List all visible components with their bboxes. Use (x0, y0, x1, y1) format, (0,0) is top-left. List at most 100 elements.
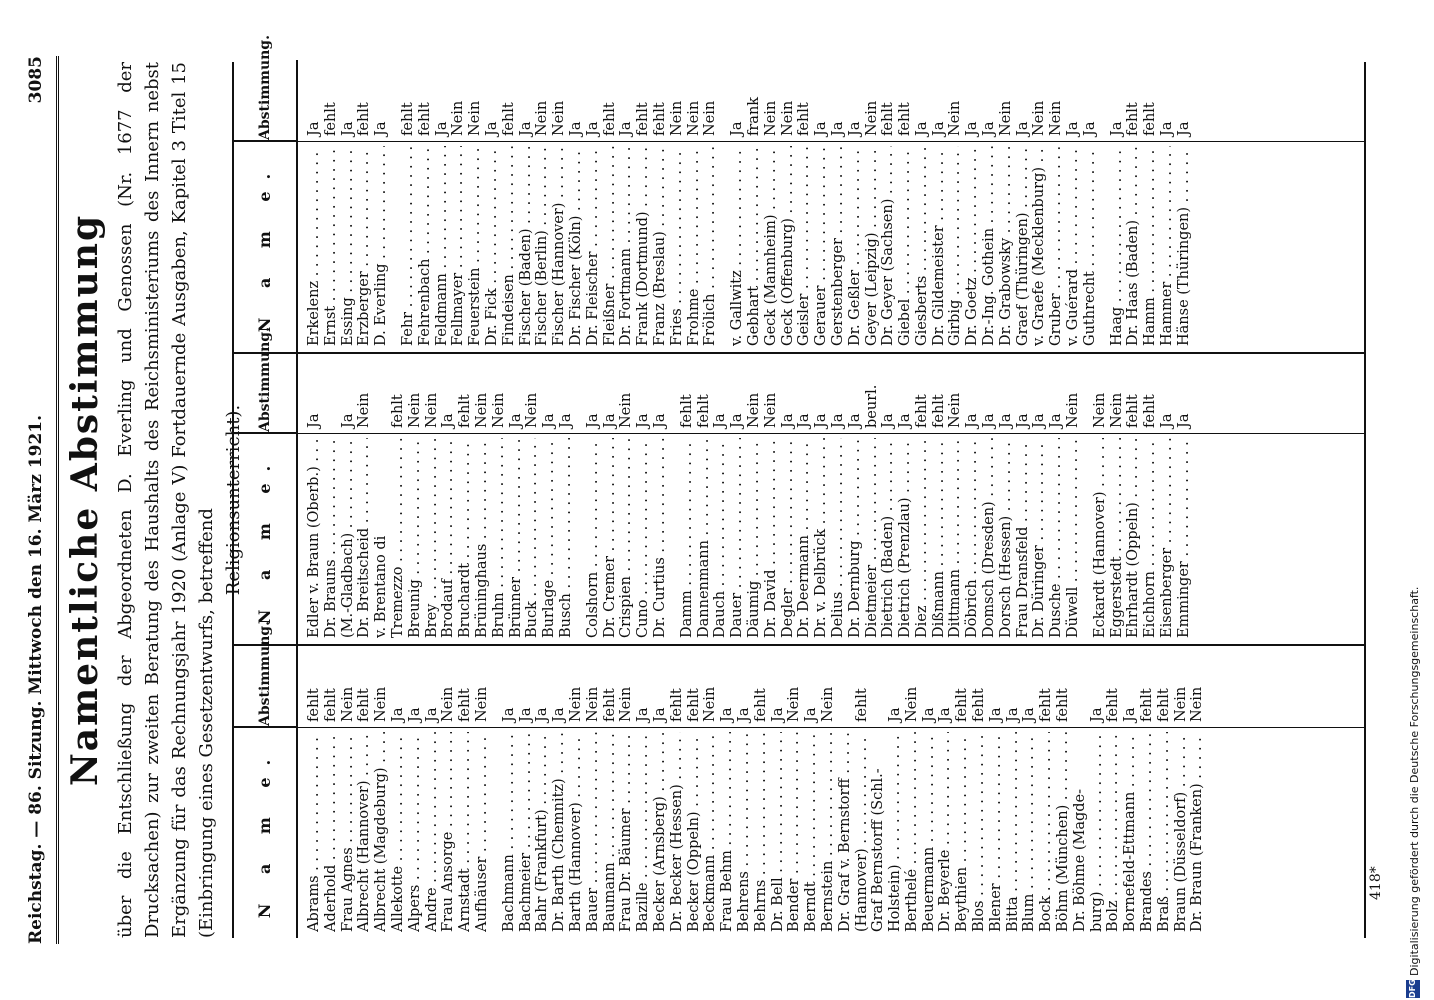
table-row: Bock fehlt (1038, 646, 1055, 938)
vote-value: Nein (551, 100, 568, 136)
column-header: N a m e. Abstimmung. (234, 35, 298, 352)
member-name: Emminger (1176, 438, 1193, 638)
member-name: Holstein) (887, 732, 904, 933)
table-row: Brey Nein (424, 352, 441, 644)
member-name: Dorsch (Hessen) (998, 438, 1015, 638)
member-name: Dittmann (947, 438, 964, 638)
vote-value: Ja (1065, 121, 1082, 136)
member-name: Burlage (541, 438, 558, 638)
table-row: v. Guérard Ja (1065, 60, 1082, 352)
member-name: Becker (Oppeln) (686, 732, 703, 932)
vote-value: fehlt (897, 102, 914, 136)
table-row: Girbig Nein (947, 60, 964, 352)
table-row: Frau Behm Ja (719, 646, 736, 938)
table-row: Holstein) Ja (887, 646, 904, 938)
member-name: Bruchardt (457, 438, 474, 638)
row-spacer (1099, 60, 1109, 352)
table-row: Crispien Nein (618, 352, 635, 644)
member-name: Dietmeier (864, 438, 881, 638)
table-row: Dr. David Nein (763, 352, 780, 644)
table-row: Eisenberger Ja (1159, 352, 1176, 644)
member-name: Fleißner (602, 146, 619, 346)
table-row: Albrecht (Hannover) fehlt (356, 646, 373, 938)
table-row: Dißmann fehlt (931, 352, 948, 644)
vote-value: fehlt (389, 394, 406, 428)
vote-value: Ja (1122, 707, 1139, 722)
table-row: Abrams fehlt (306, 646, 323, 938)
member-name: Braß (1156, 732, 1173, 932)
table-row: Dr. Beyerle Ja (937, 646, 954, 938)
member-name: Eggerstedt (1109, 438, 1126, 638)
table-row: Dr. Braun (Franken) Nein (1189, 646, 1206, 938)
table-row: (M.-Gladbach) Ja (340, 352, 357, 644)
vote-value: Ja (551, 707, 568, 722)
member-name: Alpers (407, 732, 424, 932)
table-row: Fries Nein (669, 60, 686, 352)
table-row: Dr. Böhme (Magde- (1072, 646, 1089, 938)
member-name: Dr. Curtius (652, 438, 669, 638)
member-name: Diez (914, 438, 931, 638)
vote-value: Nein (473, 686, 490, 722)
vote-value: Ja (433, 121, 450, 136)
member-name: Dr. v. Delbrück (813, 438, 830, 638)
vote-value: Nein (903, 686, 920, 722)
vote-value: Nein (863, 100, 880, 136)
member-name: v. Brentano di (373, 535, 390, 638)
member-name: D. Everling (373, 146, 390, 346)
vote-value: Nein (1031, 100, 1048, 136)
member-name: Döbrich (964, 438, 981, 638)
vote-value: Nein (786, 686, 803, 722)
vote-value: fehlt (601, 102, 618, 136)
member-name: Dr. Breitscheid (356, 438, 373, 638)
member-name: Eisenberger (1159, 438, 1176, 638)
vote-value: Ja (846, 413, 863, 428)
vote-value: Ja (584, 413, 601, 428)
vote-value: Ja (930, 121, 947, 136)
member-name: Brey (424, 438, 441, 638)
member-name: Hammer (1159, 146, 1176, 346)
table-row: Guthrecht Ja (1082, 60, 1099, 352)
vote-value: fehlt (399, 102, 416, 136)
vote-value: Nein (762, 392, 779, 428)
member-name: Beythien (954, 732, 971, 932)
vote-value: Ja (887, 707, 904, 722)
table-row: Albrecht (Magdeburg) Nein (373, 646, 390, 938)
table-row: Fellmayer Nein (450, 60, 467, 352)
vote-value: Nein (1065, 392, 1082, 428)
table-row: Giebel fehlt (897, 60, 914, 352)
vote-value: fehlt (1155, 688, 1172, 722)
table-row: Dusche Ja (1048, 352, 1065, 644)
member-name: Aderhold (323, 732, 340, 932)
table-row: Beuermann Ja (921, 646, 938, 938)
member-name: Guthrecht (1082, 146, 1099, 346)
member-name: Girbig (947, 146, 964, 346)
member-name: Dr. Brauns (323, 438, 340, 638)
dfg-note: DFG Digitalisierung gefördert durch die … (1402, 0, 1428, 1000)
table-row: Döbrich Ja (964, 352, 981, 644)
table-row: v. Brentano di (373, 352, 390, 644)
member-name: Erkelenz (306, 146, 323, 346)
vote-value: fehlt (322, 688, 339, 722)
table-row: Colshorn Ja (585, 352, 602, 644)
table-row: Dr. Düringer Ja (1031, 352, 1048, 644)
vote-value: Ja (1031, 413, 1048, 428)
table-row: Blos fehlt (971, 646, 988, 938)
vote-value: Nein (618, 686, 635, 722)
member-name: Albrecht (Hannover) (356, 732, 373, 932)
vote-value: Ja (813, 413, 830, 428)
table-row: Braun (Düsseldorf) Nein (1173, 646, 1190, 938)
member-name: Delius (830, 438, 847, 638)
table-row: Dauer Ja (729, 352, 746, 644)
member-name: v. Gallwitz (729, 146, 746, 346)
vote-value: fehlt (678, 394, 695, 428)
table-row: Haag Ja (1109, 60, 1126, 352)
vote-value: fehlt (356, 102, 373, 136)
vote-value: Nein (685, 100, 702, 136)
member-name: Dietrich (Baden) (880, 438, 897, 638)
vote-value: fehlt (457, 394, 474, 428)
vote-value: Ja (1048, 413, 1065, 428)
table-row: Frau Dr. Bäumer Nein (618, 646, 635, 938)
vote-value: fehlt (752, 688, 769, 722)
table-row: Bolz fehlt (1105, 646, 1122, 938)
member-name: Hamm (1142, 146, 1159, 346)
